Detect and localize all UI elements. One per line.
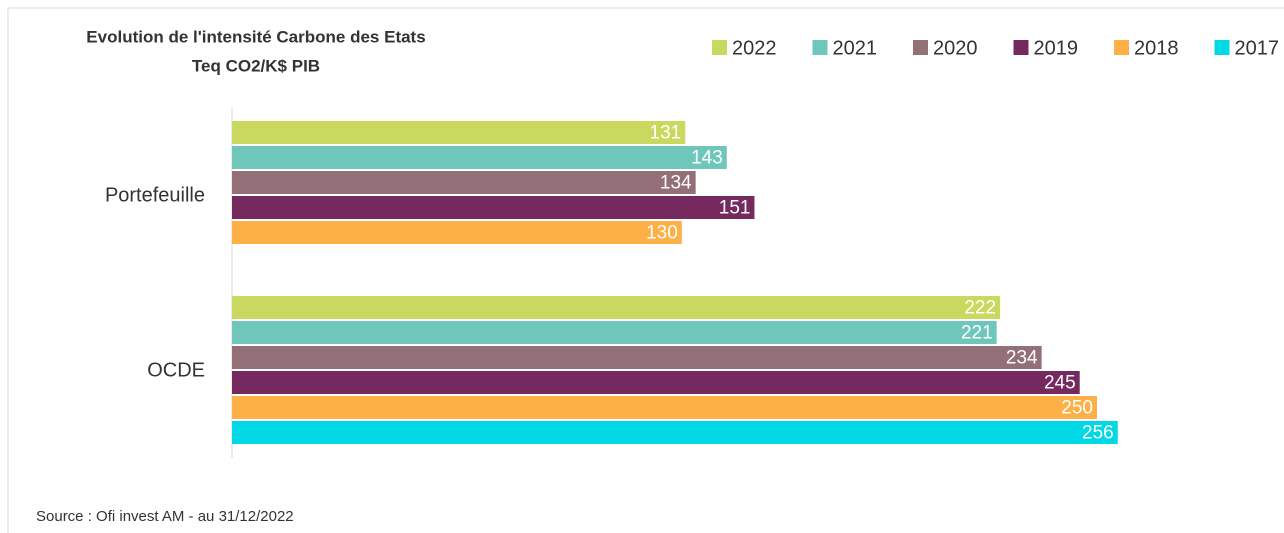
legend-label: 2017 <box>1235 37 1280 59</box>
legend-swatch <box>1214 40 1230 55</box>
bar <box>232 321 997 344</box>
bar <box>232 371 1080 394</box>
source-note: Source : Ofi invest AM - au 31/12/2022 <box>36 508 294 525</box>
data-label: 234 <box>1006 348 1038 369</box>
data-label: 245 <box>1044 373 1076 394</box>
data-label: 250 <box>1061 398 1093 419</box>
chart-title: Evolution de l'intensité Carbone des Eta… <box>86 27 425 46</box>
legend-swatch <box>1114 40 1129 55</box>
data-label: 143 <box>691 148 723 169</box>
legend-swatch <box>812 40 828 55</box>
bar <box>232 121 686 144</box>
chart-subtitle: Teq CO2/K$ PIB <box>192 56 320 75</box>
bar <box>232 146 727 169</box>
legend-label: 2018 <box>1134 37 1179 59</box>
legend-label: 2021 <box>833 37 878 59</box>
legend-label: 2020 <box>933 37 978 59</box>
data-label: 151 <box>719 198 751 219</box>
legend-swatch <box>913 40 928 55</box>
data-label: 221 <box>961 323 993 344</box>
data-label: 222 <box>964 298 996 319</box>
legend-swatch <box>712 40 727 55</box>
bar <box>232 221 682 244</box>
data-label: 130 <box>646 223 678 244</box>
bar <box>232 346 1042 369</box>
legend-label: 2019 <box>1034 37 1079 59</box>
y-tick-label: OCDE <box>147 359 205 381</box>
data-label: 131 <box>650 123 682 144</box>
data-label: 256 <box>1082 423 1114 444</box>
bar <box>232 421 1118 444</box>
bar <box>232 396 1097 419</box>
y-tick-label: Portefeuille <box>105 184 205 206</box>
frame <box>7 7 1284 533</box>
bar <box>232 171 696 194</box>
bar <box>232 196 755 219</box>
data-label: 134 <box>660 173 692 194</box>
legend-label: 2022 <box>732 37 777 59</box>
legend-swatch <box>1013 40 1029 55</box>
bar <box>232 296 1001 319</box>
